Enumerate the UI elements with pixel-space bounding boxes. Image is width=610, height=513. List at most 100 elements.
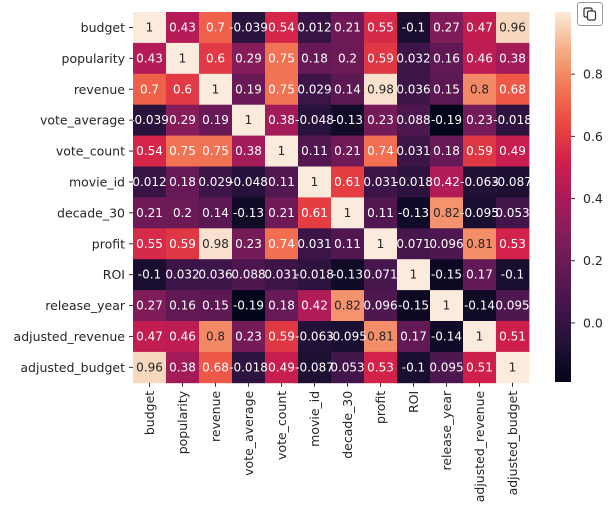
heatmap-cell	[298, 104, 332, 136]
heatmap-cell	[397, 42, 431, 75]
heatmap-cell	[397, 259, 431, 291]
cell-annotation: 0.21	[268, 206, 295, 220]
cell-annotation: 0.19	[202, 113, 229, 127]
cell-annotation: 0.59	[367, 51, 394, 65]
x-tick-label: decade_30	[340, 391, 355, 459]
cell-annotation: 0.18	[169, 175, 196, 189]
cell-annotation: -0.19	[233, 299, 264, 313]
cell-annotation: -0.018	[493, 113, 532, 127]
heatmap-cell	[331, 228, 365, 260]
cell-annotation: 0.096	[363, 299, 397, 313]
heatmap-cell	[166, 42, 200, 75]
colorbar-tick-label: 0.2	[583, 253, 603, 268]
heatmap-cell	[331, 197, 365, 229]
x-tick-label: budget	[142, 391, 157, 435]
heatmap-cell	[397, 166, 431, 198]
cell-annotation: 0.7	[140, 82, 159, 96]
cell-annotation: -0.1	[501, 268, 524, 282]
cell-annotation: 1	[311, 175, 319, 189]
cell-annotation: 0.095	[429, 360, 463, 374]
heatmap-cell	[397, 290, 431, 322]
cell-annotation: -0.15	[431, 268, 462, 282]
heatmap-cell	[496, 104, 530, 136]
cell-annotation: 0.47	[466, 20, 493, 34]
y-tick-label: adjusted_revenue	[14, 329, 126, 344]
heatmap-cell	[265, 228, 299, 260]
cell-annotation: -0.048	[295, 113, 334, 127]
heatmap-cell	[265, 166, 299, 198]
heatmap-cell	[463, 73, 497, 106]
heatmap-cell	[133, 351, 167, 384]
cell-annotation: 0.54	[268, 20, 295, 34]
cell-annotation: 0.59	[268, 329, 295, 343]
cell-annotation: 0.8	[470, 82, 489, 96]
cell-annotation: 0.68	[202, 360, 229, 374]
cell-annotation: -0.13	[233, 206, 264, 220]
heatmap-cell	[298, 197, 332, 229]
cell-annotation: 0.46	[169, 329, 196, 343]
cell-annotation: 0.55	[367, 20, 394, 34]
colorbar: 0.0 0.2 0.4 0.6 0.8	[555, 12, 603, 382]
heatmap-cell	[265, 197, 299, 229]
cell-annotation: 0.071	[396, 237, 430, 251]
x-tick-label: popularity	[175, 390, 190, 454]
cell-annotation: 0.49	[499, 144, 526, 158]
cell-annotation: 1	[278, 144, 286, 158]
heatmap-cell	[298, 166, 332, 198]
heatmap-cell	[496, 259, 530, 291]
heatmap-cell	[232, 166, 266, 198]
cell-annotation: 0.75	[169, 144, 196, 158]
heatmap-cell	[397, 12, 431, 44]
heatmap-cell	[331, 321, 365, 353]
cell-annotation: 0.96	[136, 360, 163, 374]
heatmap-cell	[397, 104, 431, 136]
heatmap-cell	[463, 12, 497, 44]
heatmap-cells	[133, 12, 530, 384]
heatmap-cell	[133, 259, 167, 291]
cell-annotation: 0.75	[268, 51, 295, 65]
x-tick-label: vote_count	[274, 391, 289, 460]
heatmap-cell	[232, 321, 266, 353]
cell-annotation: 0.012	[297, 20, 331, 34]
cell-annotation: 0.53	[499, 237, 526, 251]
colorbar-tick-label: 0.0	[583, 315, 603, 330]
cell-annotation: 1	[410, 268, 418, 282]
cell-annotation: 0.38	[499, 51, 526, 65]
heatmap-cell	[430, 104, 464, 136]
cell-annotation: -0.1	[138, 268, 161, 282]
heatmap-cell	[364, 259, 398, 291]
x-tick-label: adjusted_revenue	[472, 391, 487, 503]
heatmap-cell	[430, 42, 464, 75]
heatmap-cell	[430, 228, 464, 260]
heatmap-cell	[133, 166, 167, 198]
cell-annotation: 0.27	[136, 299, 163, 313]
heatmap-cell	[199, 42, 233, 75]
heatmap-cell	[331, 135, 365, 167]
cell-annotation: 0.18	[301, 51, 328, 65]
cell-annotation: 0.43	[136, 51, 163, 65]
cell-annotation: 0.031	[297, 237, 331, 251]
copy-button[interactable]	[577, 2, 603, 26]
heatmap-cell	[265, 321, 299, 353]
heatmap-cell	[463, 197, 497, 229]
cell-annotation: 0.15	[433, 82, 460, 96]
heatmap-cell	[199, 197, 233, 229]
heatmap-cell	[232, 42, 266, 75]
cell-annotation: 0.53	[367, 360, 394, 374]
cell-annotation: 1	[212, 82, 220, 96]
heatmap-cell	[364, 73, 398, 106]
heatmap-cell	[133, 228, 167, 260]
heatmap-cell	[463, 290, 497, 322]
cell-annotation: 0.82	[433, 206, 460, 220]
y-tick-label: decade_30	[57, 205, 125, 220]
heatmap-cell	[265, 290, 299, 322]
heatmap-cell	[166, 104, 200, 136]
cell-annotation: 0.75	[202, 144, 229, 158]
heatmap-cell	[397, 351, 431, 384]
heatmap-cell	[331, 73, 365, 106]
heatmap-cell	[199, 290, 233, 322]
heatmap-cell	[496, 228, 530, 260]
cell-annotation: 0.98	[367, 82, 394, 96]
y-tick-label: adjusted_budget	[20, 360, 125, 375]
heatmap-cell	[298, 321, 332, 353]
